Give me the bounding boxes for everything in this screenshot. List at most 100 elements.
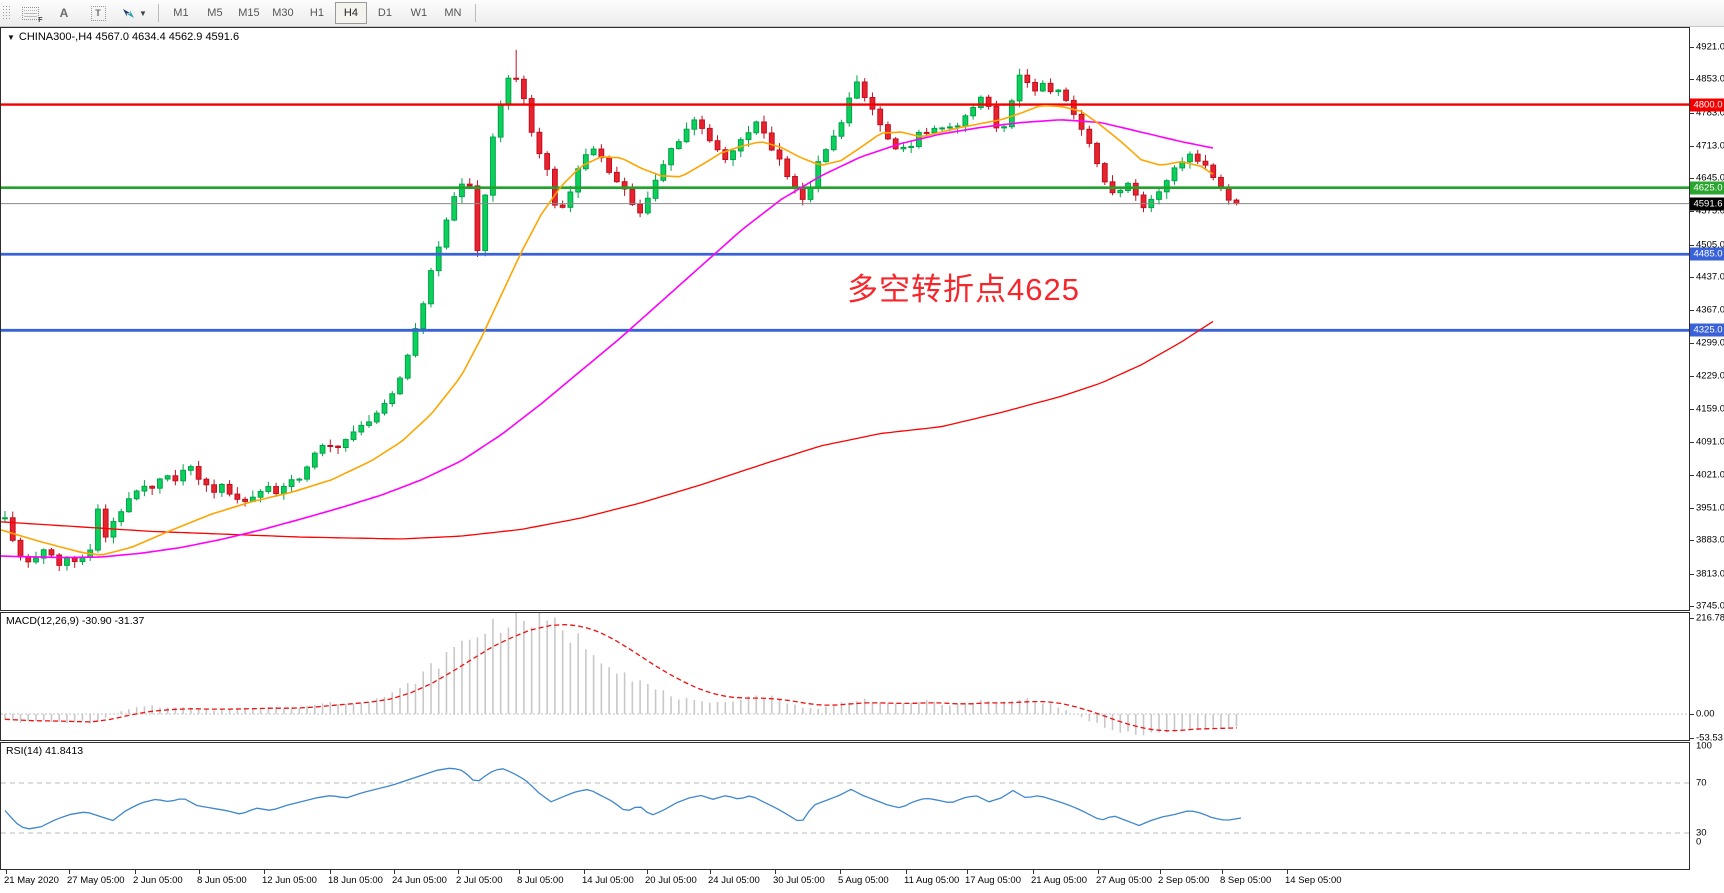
time-tick [1160,870,1161,874]
chevron-down-icon[interactable]: ▼ [139,8,147,18]
time-tick [647,870,648,874]
text-label-button[interactable]: T [82,2,114,24]
time-tick [6,870,7,874]
macd-histogram [4,613,1238,736]
timeframe-button-m30[interactable]: M30 [272,7,294,19]
indicator-grid-f-icon: F [21,6,43,24]
timeframe-button-mn[interactable]: MN [444,7,462,19]
rsi-panel[interactable] [0,742,1690,870]
time-label: 30 Jul 05:00 [773,875,825,886]
price-tick-label: 4713.0 [1696,140,1724,152]
time-label: 14 Jul 05:00 [582,875,634,886]
timeframe-button-h4[interactable]: H4 [334,2,367,24]
price-tick-label: 4645.0 [1696,172,1724,184]
price-badge-4591.6: 4591.6 [1690,197,1724,211]
chart-dropdown-icon[interactable]: ▼ [7,33,15,42]
time-label: 12 Jun 05:00 [262,875,317,886]
macd-signal-line [4,623,1238,732]
time-label: 21 Aug 05:00 [1031,875,1087,886]
timeframe-button-d1[interactable]: D1 [377,7,392,19]
price-tick-label: 4921.0 [1696,41,1724,53]
price-tick-label: 4021.0 [1696,469,1724,481]
time-label: 11 Aug 05:00 [904,875,960,886]
candlestick-chart[interactable] [1,28,1689,610]
macd-scale-label: 0.00 [1696,708,1715,720]
price-tick-label: 4505.0 [1696,239,1724,251]
price-tick-label: 3745.0 [1696,600,1724,612]
price-tick-label: 4367.0 [1696,304,1724,316]
price-tick [1690,573,1694,575]
price-tick [1690,178,1694,180]
horizontal-line-objects[interactable] [1,103,1689,332]
time-tick [967,870,968,874]
time-tick [330,870,331,874]
price-tick [1690,342,1694,344]
macd-chart[interactable] [1,613,1689,740]
timeframe-button-h1[interactable]: H1 [309,7,324,19]
price-tick-label: 4783.0 [1696,107,1724,119]
price-tick [1690,474,1694,476]
font-button[interactable]: A [48,2,80,24]
time-tick [458,870,459,874]
price-tick [1690,277,1694,279]
price-tick [1690,244,1694,246]
text-label-icon: T [90,5,106,21]
rsi-scale-label: 0 [1696,836,1702,848]
time-label: 24 Jul 05:00 [708,875,760,886]
macd-indicator-label: MACD(12,26,9) -30.90 -31.37 [6,615,145,627]
price-tick [1690,441,1694,443]
rsi-indicator-label: RSI(14) 41.8413 [6,745,84,757]
time-label: 8 Jun 05:00 [197,875,247,886]
macd-scale-label: 216.78 [1696,612,1724,624]
rsi-line [4,767,1242,830]
price-tick-label: 4299.0 [1696,337,1724,349]
arrow-objects-button[interactable]: ▼ [116,2,152,24]
price-tick [1690,145,1694,147]
timeframe-button-w1[interactable]: W1 [410,7,428,19]
time-tick [519,870,520,874]
time-label: 27 Aug 05:00 [1096,875,1152,886]
price-tick [1690,375,1694,377]
price-tick-label: 4159.0 [1696,403,1724,415]
price-tick [1690,211,1694,213]
chart-text-annotation[interactable]: 多空转折点4625 [847,272,1080,307]
time-label: 2 Sep 05:00 [1158,875,1210,886]
macd-tick [1690,714,1694,715]
timeframe-button-m5[interactable]: M5 [207,7,223,19]
time-tick [264,870,265,874]
timeframe-button-m1[interactable]: M1 [173,7,189,19]
time-scale[interactable]: 21 May 2020 27 May 05:00 2 Jun 05:00 8 Jun … [0,870,1724,893]
macd-scale-label: -53.53 [1696,732,1723,744]
time-tick [906,870,907,874]
time-label: 8 Sep 05:00 [1220,875,1272,886]
ma-fast-orange-line [1,104,1214,556]
price-tick [1690,112,1694,114]
timeframe-button-m15[interactable]: M15 [238,7,260,19]
price-tick-label: 4575.0 [1696,205,1724,217]
time-tick [394,870,395,874]
price-tick-label: 4853.0 [1696,73,1724,85]
time-tick [1033,870,1034,874]
indicator-grid-f-button[interactable]: F [14,2,46,24]
price-scale[interactable]: 4921.0 4853.0 4783.0 4713.0 4645.0 4575.0 4505… [1690,27,1724,870]
rsi-chart[interactable] [1,743,1689,869]
time-label: 18 Jun 05:00 [328,875,383,886]
time-tick [840,870,841,874]
rsi-scale-label: 30 [1696,827,1707,839]
price-tick [1690,79,1694,81]
price-chart-panel[interactable] [0,27,1690,611]
price-badge-4800.0: 4800.0 [1690,98,1724,112]
toolbar-separator [157,4,159,22]
timeframe-group: M1 M5 M15 M30 H1 H4 D1 W1 MN [164,2,470,24]
macd-panel[interactable] [0,612,1690,741]
time-tick [69,870,70,874]
toolbar-drag-handle[interactable] [2,5,10,21]
time-label: 21 May 2020 [4,875,59,886]
toolbar: F A T ▼ M1 M5 M15 M30 H1 H4 D1 W1 MN [0,0,1724,27]
price-badge-4325.0: 4325.0 [1690,323,1724,337]
font-a-icon: A [59,6,69,20]
time-tick [199,870,200,874]
time-label: 24 Jun 05:00 [392,875,447,886]
time-label: 2 Jul 05:00 [456,875,503,886]
price-tick-label: 4091.0 [1696,436,1724,448]
